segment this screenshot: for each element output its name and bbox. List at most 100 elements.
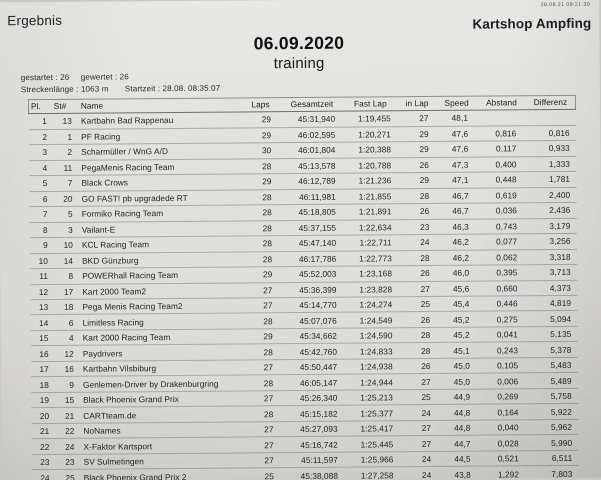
organizer-name: Kartshop Ampfing bbox=[472, 15, 592, 32]
row-speed: 43,8 bbox=[439, 466, 480, 480]
row-team-name: Vailant-E bbox=[78, 220, 242, 238]
row-speed: 45,4 bbox=[437, 296, 479, 312]
row-startnumber: 14 bbox=[51, 252, 80, 269]
row-startnumber: 17 bbox=[52, 283, 80, 300]
row-position: 24 bbox=[31, 469, 54, 480]
row-total-time: 45:26,340 bbox=[283, 390, 346, 407]
row-gap: 0,105 bbox=[478, 357, 529, 374]
col-header-difference: Differenz bbox=[526, 95, 576, 110]
row-in-lap: 23 bbox=[398, 219, 438, 235]
row-fast-lap: 1:23,168 bbox=[344, 265, 400, 282]
row-speed: 45,1 bbox=[438, 342, 479, 359]
row-in-lap: 26 bbox=[399, 358, 439, 375]
row-in-lap: 28 bbox=[399, 342, 439, 359]
row-startnumber: 18 bbox=[52, 299, 80, 315]
col-header-name: Name bbox=[77, 97, 241, 114]
row-laps: 28 bbox=[240, 204, 282, 221]
row-gap: 0,269 bbox=[479, 388, 529, 405]
row-in-lap: 24 bbox=[400, 404, 439, 421]
row-fast-lap: 1:22,634 bbox=[344, 219, 399, 236]
row-gap: 0,275 bbox=[478, 311, 528, 328]
row-team-name: Black Crows bbox=[78, 174, 241, 191]
col-header-fast-lap: Fast Lap bbox=[343, 96, 398, 112]
results-table-wrapper: Pl. St# Name Laps Gesamtzeit Fast Lap in… bbox=[28, 95, 579, 480]
event-meta: gestartet : 26 gewertet : 26 Streckenlän… bbox=[21, 71, 221, 97]
row-difference: 5,922 bbox=[528, 403, 578, 420]
row-position: 23 bbox=[31, 454, 54, 470]
row-laps: 27 bbox=[242, 390, 284, 407]
row-total-time: 45:42,760 bbox=[282, 343, 346, 360]
row-difference: 5,483 bbox=[528, 357, 578, 374]
row-in-lap: 24 bbox=[400, 466, 440, 480]
row-fast-lap: 1:25,966 bbox=[345, 451, 401, 468]
row-startnumber: 5 bbox=[51, 206, 79, 223]
row-laps: 28 bbox=[242, 406, 284, 422]
row-difference: 5,378 bbox=[527, 341, 578, 358]
row-fast-lap: 1:24,938 bbox=[345, 358, 400, 375]
row-total-time: 45:34,662 bbox=[282, 328, 345, 345]
row-total-time: 46:17,786 bbox=[282, 250, 345, 267]
row-fast-lap: 1:25,377 bbox=[345, 405, 401, 422]
row-position: 20 bbox=[30, 407, 54, 424]
row-team-name: Paydrivers bbox=[79, 344, 243, 362]
row-difference: 4,819 bbox=[527, 295, 578, 312]
col-header-position: Pl. bbox=[28, 99, 51, 114]
row-position: 4 bbox=[28, 160, 52, 176]
row-fast-lap: 1:21,891 bbox=[343, 203, 399, 220]
row-gap: 0,448 bbox=[477, 171, 527, 188]
row-fast-lap: 1:20,388 bbox=[343, 141, 399, 158]
row-laps: 27 bbox=[242, 452, 284, 469]
row-laps: 30 bbox=[240, 142, 282, 159]
row-difference: 7,803 bbox=[528, 465, 579, 480]
row-speed: 45,0 bbox=[438, 358, 479, 374]
col-header-in-lap: in Lap bbox=[397, 96, 437, 111]
row-difference: 5,962 bbox=[528, 419, 579, 436]
row-laps: 27 bbox=[242, 421, 284, 438]
row-startnumber: 22 bbox=[53, 423, 81, 439]
row-laps: 28 bbox=[242, 375, 284, 391]
row-speed: 46,7 bbox=[437, 187, 478, 204]
row-in-lap: 24 bbox=[400, 451, 440, 468]
row-total-time: 46:01,804 bbox=[281, 142, 344, 159]
row-speed: 47,6 bbox=[436, 125, 478, 142]
row-fast-lap: 1:22,773 bbox=[344, 250, 399, 267]
started-value: 26 bbox=[60, 72, 70, 82]
row-startnumber: 16 bbox=[52, 361, 80, 377]
row-total-time: 46:05,147 bbox=[283, 374, 346, 391]
row-total-time: 45:36,399 bbox=[282, 281, 345, 298]
row-fast-lap: 1:27,258 bbox=[345, 467, 401, 480]
row-team-name: POWERhall Racing Team bbox=[79, 266, 242, 284]
row-gap: 0,660 bbox=[478, 280, 528, 297]
start-time-value: 28.08. 08:35:07 bbox=[162, 83, 221, 94]
row-position: 14 bbox=[30, 314, 53, 331]
row-fast-lap: 1:24,944 bbox=[345, 374, 400, 391]
row-in-lap: 27 bbox=[400, 435, 440, 452]
row-gap: 0,400 bbox=[477, 156, 527, 173]
row-difference: 5,135 bbox=[527, 326, 578, 343]
row-position: 16 bbox=[30, 345, 53, 362]
row-total-time: 46:12,789 bbox=[281, 173, 344, 190]
row-gap: 0,243 bbox=[478, 342, 529, 359]
row-team-name: NoNames bbox=[80, 421, 243, 439]
row-speed: 47,3 bbox=[436, 156, 478, 173]
row-in-lap: 26 bbox=[399, 311, 439, 328]
started-label: gestartet : bbox=[20, 72, 58, 83]
row-speed: 46,3 bbox=[437, 218, 478, 235]
row-laps: 29 bbox=[240, 127, 282, 144]
row-startnumber: 6 bbox=[52, 314, 80, 331]
row-startnumber: 10 bbox=[51, 237, 79, 253]
row-team-name: CARTteam.de bbox=[80, 406, 243, 424]
row-total-time: 45:27,093 bbox=[283, 421, 346, 437]
row-gap: 0,446 bbox=[478, 295, 528, 312]
row-difference: 6,511 bbox=[528, 450, 579, 467]
col-header-speed: Speed bbox=[436, 96, 477, 111]
row-total-time: 45:15,182 bbox=[283, 405, 346, 422]
row-in-lap: 28 bbox=[398, 249, 438, 266]
col-header-laps: Laps bbox=[240, 97, 281, 113]
row-position: 18 bbox=[30, 376, 53, 393]
row-team-name: PegaMenis Racing Team bbox=[78, 158, 241, 176]
row-difference bbox=[526, 109, 576, 126]
row-startnumber: 3 bbox=[51, 221, 79, 238]
row-gap: 0,164 bbox=[479, 404, 529, 420]
